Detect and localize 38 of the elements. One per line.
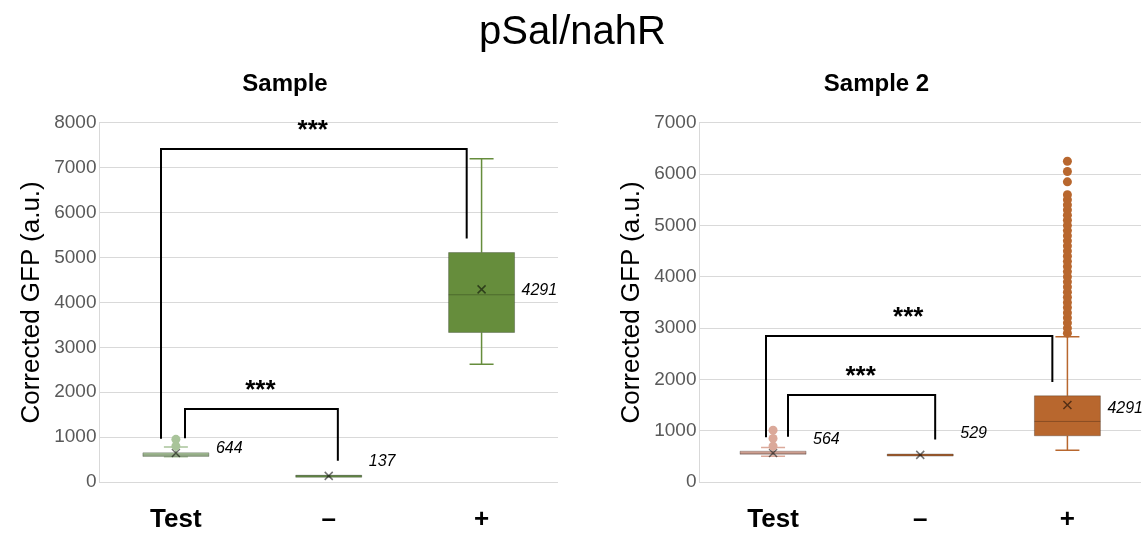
x-tick-label: Test <box>150 503 202 534</box>
y-axis-title: Corrected GFP (a.u.) <box>614 181 645 424</box>
y-tick-label: 7000 <box>654 111 697 133</box>
y-tick-label: 1000 <box>654 418 697 440</box>
annotation: 4291 <box>521 280 558 298</box>
x-tick-label: Test <box>747 503 800 534</box>
y-tick-label: 4000 <box>654 264 697 286</box>
y-tick-label: 0 <box>685 470 697 492</box>
y-tick-label: 5000 <box>654 213 697 235</box>
y-tick-label: 7000 <box>54 155 97 177</box>
y-tick-label: 8000 <box>54 111 97 133</box>
annotation: 564 <box>813 430 840 448</box>
y-axis-title: Corrected GFP (a.u.) <box>14 181 45 424</box>
y-tick-label: 0 <box>85 470 97 492</box>
annotation: *** <box>297 113 329 144</box>
x-tick-label: – <box>913 503 928 534</box>
annotation: *** <box>893 300 925 331</box>
x-tick-label: – <box>321 503 336 534</box>
y-tick-label: 6000 <box>654 162 697 184</box>
x-tick-label: + <box>1059 503 1076 534</box>
annotation: 644 <box>215 439 243 457</box>
annotation: 137 <box>368 452 397 470</box>
y-tick-label: 5000 <box>54 245 97 267</box>
annotation: *** <box>245 374 277 405</box>
chart-title: Sample 2 <box>823 69 930 97</box>
y-tick-label: 3000 <box>54 335 97 357</box>
y-tick-label: 3000 <box>654 316 697 338</box>
y-tick-label: 6000 <box>54 200 97 222</box>
annotation: *** <box>845 360 877 391</box>
y-tick-label: 1000 <box>54 425 97 447</box>
x-tick-label: + <box>473 503 490 534</box>
y-tick-label: 2000 <box>54 380 97 402</box>
chart-title: Sample <box>242 69 328 97</box>
text: pSal/nahR <box>478 8 667 53</box>
annotation: 4291 <box>1107 399 1144 417</box>
y-tick-label: 2000 <box>654 367 697 389</box>
annotation: 529 <box>960 423 988 441</box>
y-tick-label: 4000 <box>54 290 97 312</box>
